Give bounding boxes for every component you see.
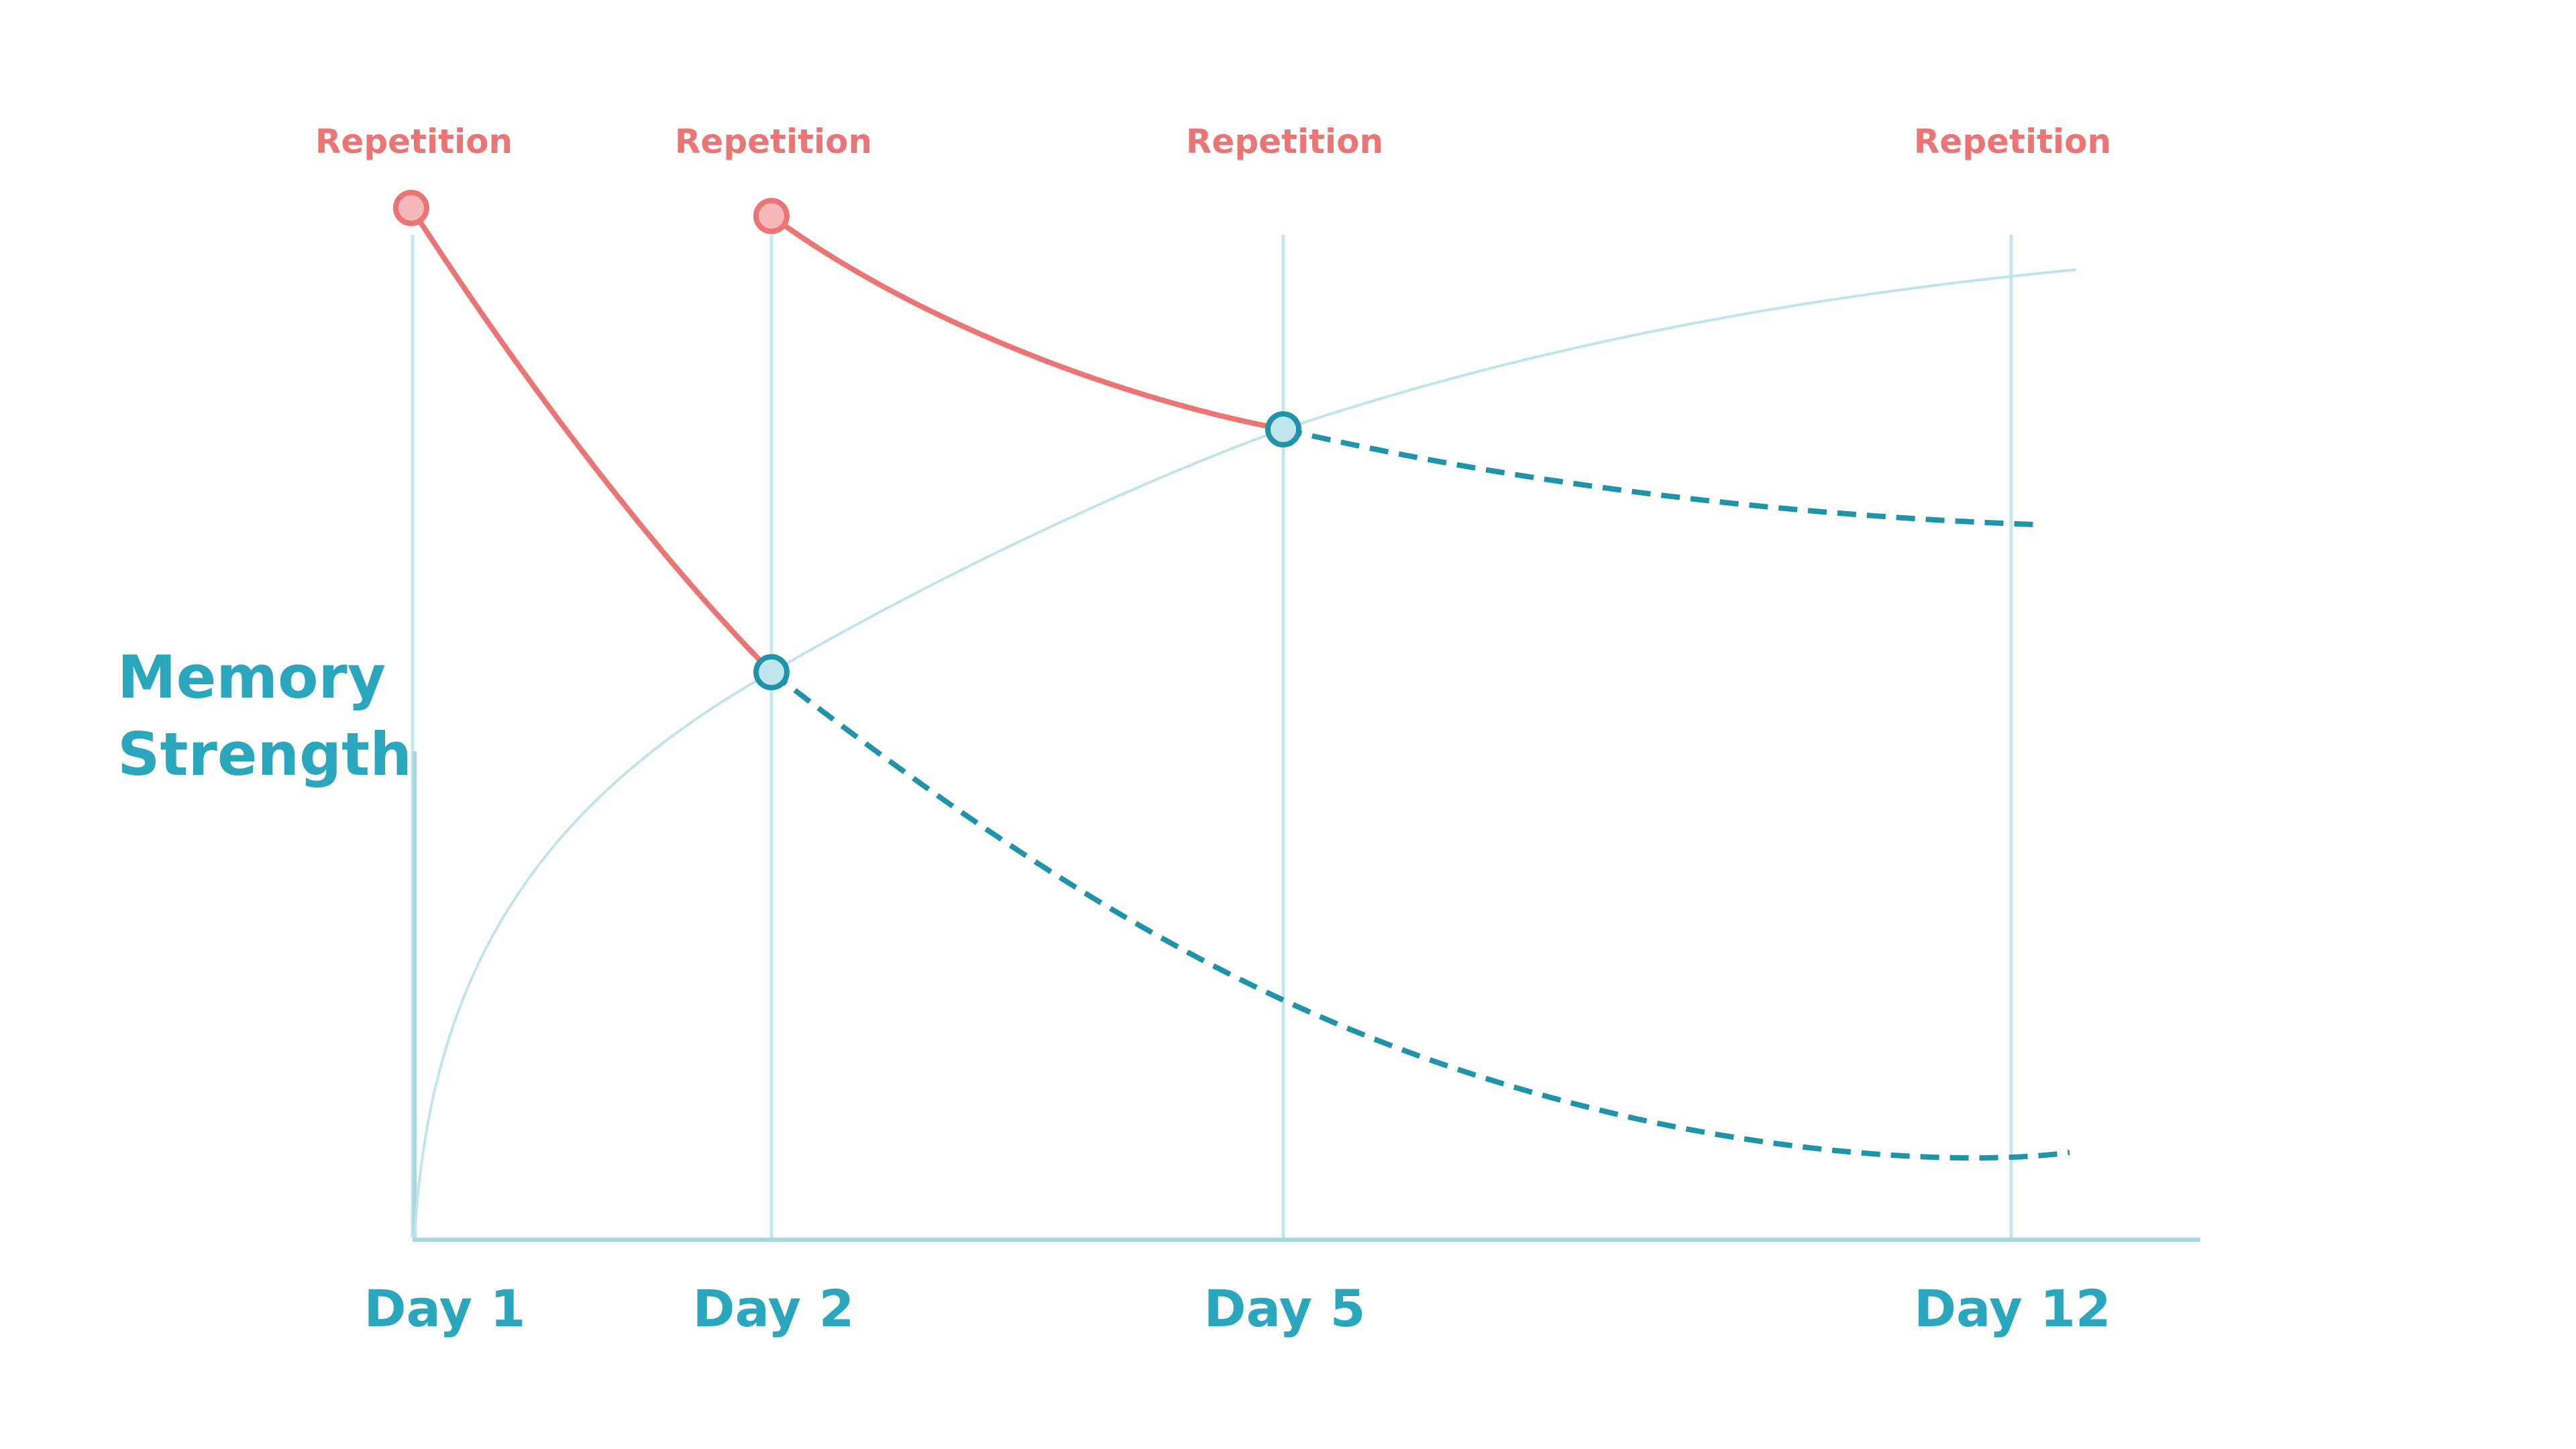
repetition-label-day-5: Repetition xyxy=(1186,122,1383,161)
forgetting-curve-2 xyxy=(769,213,1286,432)
repetition-label-day-12: Repetition xyxy=(1914,122,2111,161)
review-marker-day-2 xyxy=(753,654,790,690)
forgetting-curve-1 xyxy=(409,205,774,675)
repetition-marker-day-2 xyxy=(753,198,790,234)
day-label-day-2: Day 2 xyxy=(693,1279,855,1338)
forgetting-curve-1-projection xyxy=(769,669,2070,1161)
forgetting-curve-2-projection xyxy=(1283,427,2037,527)
axes xyxy=(413,751,2200,1242)
day-label-day-1: Day 1 xyxy=(364,1279,526,1338)
repetition-label-day-1: Repetition xyxy=(315,122,513,161)
memory-strength-curve xyxy=(413,268,2077,1238)
y-axis-label-line-1: Memory xyxy=(117,643,386,712)
repetition-marker-day-1 xyxy=(393,190,429,226)
review-marker-day-5 xyxy=(1265,411,1301,447)
repetition-label-day-2: Repetition xyxy=(675,122,872,161)
day-label-day-12: Day 12 xyxy=(1914,1279,2111,1338)
day-label-day-5: Day 5 xyxy=(1204,1279,1366,1338)
y-axis-label-line-2: Strength xyxy=(117,720,412,789)
